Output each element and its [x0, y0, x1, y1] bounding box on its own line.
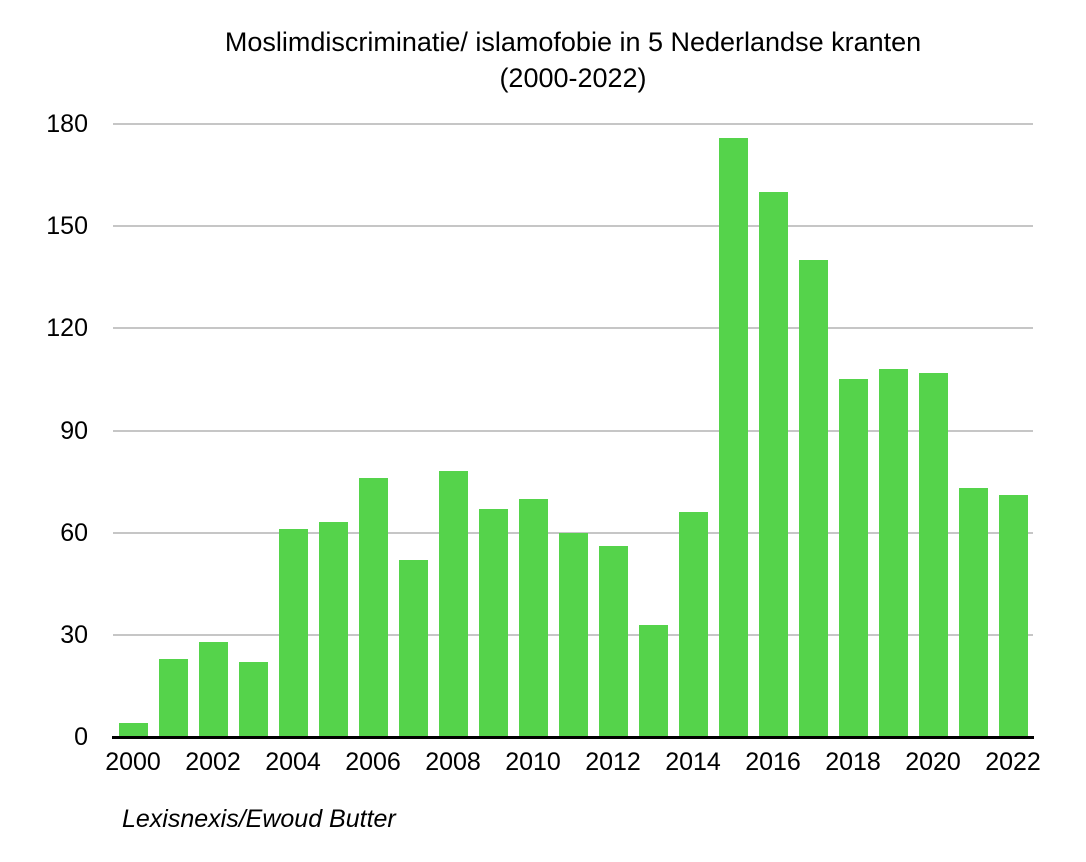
bar-2004 — [278, 529, 308, 737]
bar-2013 — [638, 624, 668, 737]
chart-title: Moslimdiscriminatie/ islamofobie in 5 Ne… — [113, 24, 1033, 96]
bar-2003 — [238, 662, 268, 737]
bar-2001 — [158, 658, 188, 737]
bar-2010 — [518, 498, 548, 737]
bar-2017 — [798, 260, 828, 737]
x-tick-label-2004: 2004 — [265, 748, 321, 776]
x-tick-label-2000: 2000 — [105, 748, 161, 776]
x-tick-label-2020: 2020 — [905, 748, 961, 776]
gridline-120 — [113, 327, 1033, 330]
bar-2016 — [758, 192, 788, 737]
bar-2011 — [558, 532, 588, 737]
gridline-60 — [113, 531, 1033, 534]
y-tick-label-0: 0 — [74, 723, 88, 751]
bar-2021 — [958, 488, 988, 737]
x-tick-label-2012: 2012 — [585, 748, 641, 776]
chart-title-line1: Moslimdiscriminatie/ islamofobie in 5 Ne… — [224, 27, 922, 57]
bar-2018 — [838, 379, 868, 737]
bar-2019 — [878, 369, 908, 737]
bar-2006 — [358, 478, 388, 737]
x-tick-label-2008: 2008 — [425, 748, 481, 776]
x-tick-label-2016: 2016 — [745, 748, 801, 776]
x-tick-label-2014: 2014 — [665, 748, 721, 776]
bar-2015 — [718, 137, 748, 737]
x-tick-label-2002: 2002 — [185, 748, 241, 776]
bar-2008 — [438, 471, 468, 737]
bar-2002 — [198, 641, 228, 737]
x-tick-label-2010: 2010 — [505, 748, 561, 776]
bar-2000 — [118, 723, 148, 737]
y-tick-label-60: 60 — [60, 518, 88, 547]
bar-2012 — [598, 546, 628, 737]
bar-2014 — [678, 512, 708, 737]
x-tick-label-2022: 2022 — [985, 748, 1041, 776]
x-tick-label-2006: 2006 — [345, 748, 401, 776]
plot-area — [113, 123, 1033, 737]
bar-2007 — [398, 559, 428, 737]
source-caption: Lexisnexis/Ewoud Butter — [122, 805, 396, 833]
y-tick-label-30: 30 — [60, 620, 88, 649]
bar-2009 — [478, 508, 508, 737]
bar-2022 — [998, 495, 1028, 737]
bar-2020 — [918, 372, 948, 737]
bar-2005 — [318, 522, 348, 737]
gridline-180 — [113, 123, 1033, 125]
y-tick-label-180: 180 — [46, 110, 88, 138]
y-tick-label-120: 120 — [46, 314, 88, 343]
y-tick-label-150: 150 — [46, 212, 88, 241]
x-tick-label-2018: 2018 — [825, 748, 881, 776]
x-axis-line — [112, 736, 1034, 739]
gridline-150 — [113, 225, 1033, 228]
y-tick-label-90: 90 — [60, 416, 88, 445]
chart-title-line2: (2000-2022) — [499, 63, 647, 93]
gridline-90 — [113, 429, 1033, 432]
